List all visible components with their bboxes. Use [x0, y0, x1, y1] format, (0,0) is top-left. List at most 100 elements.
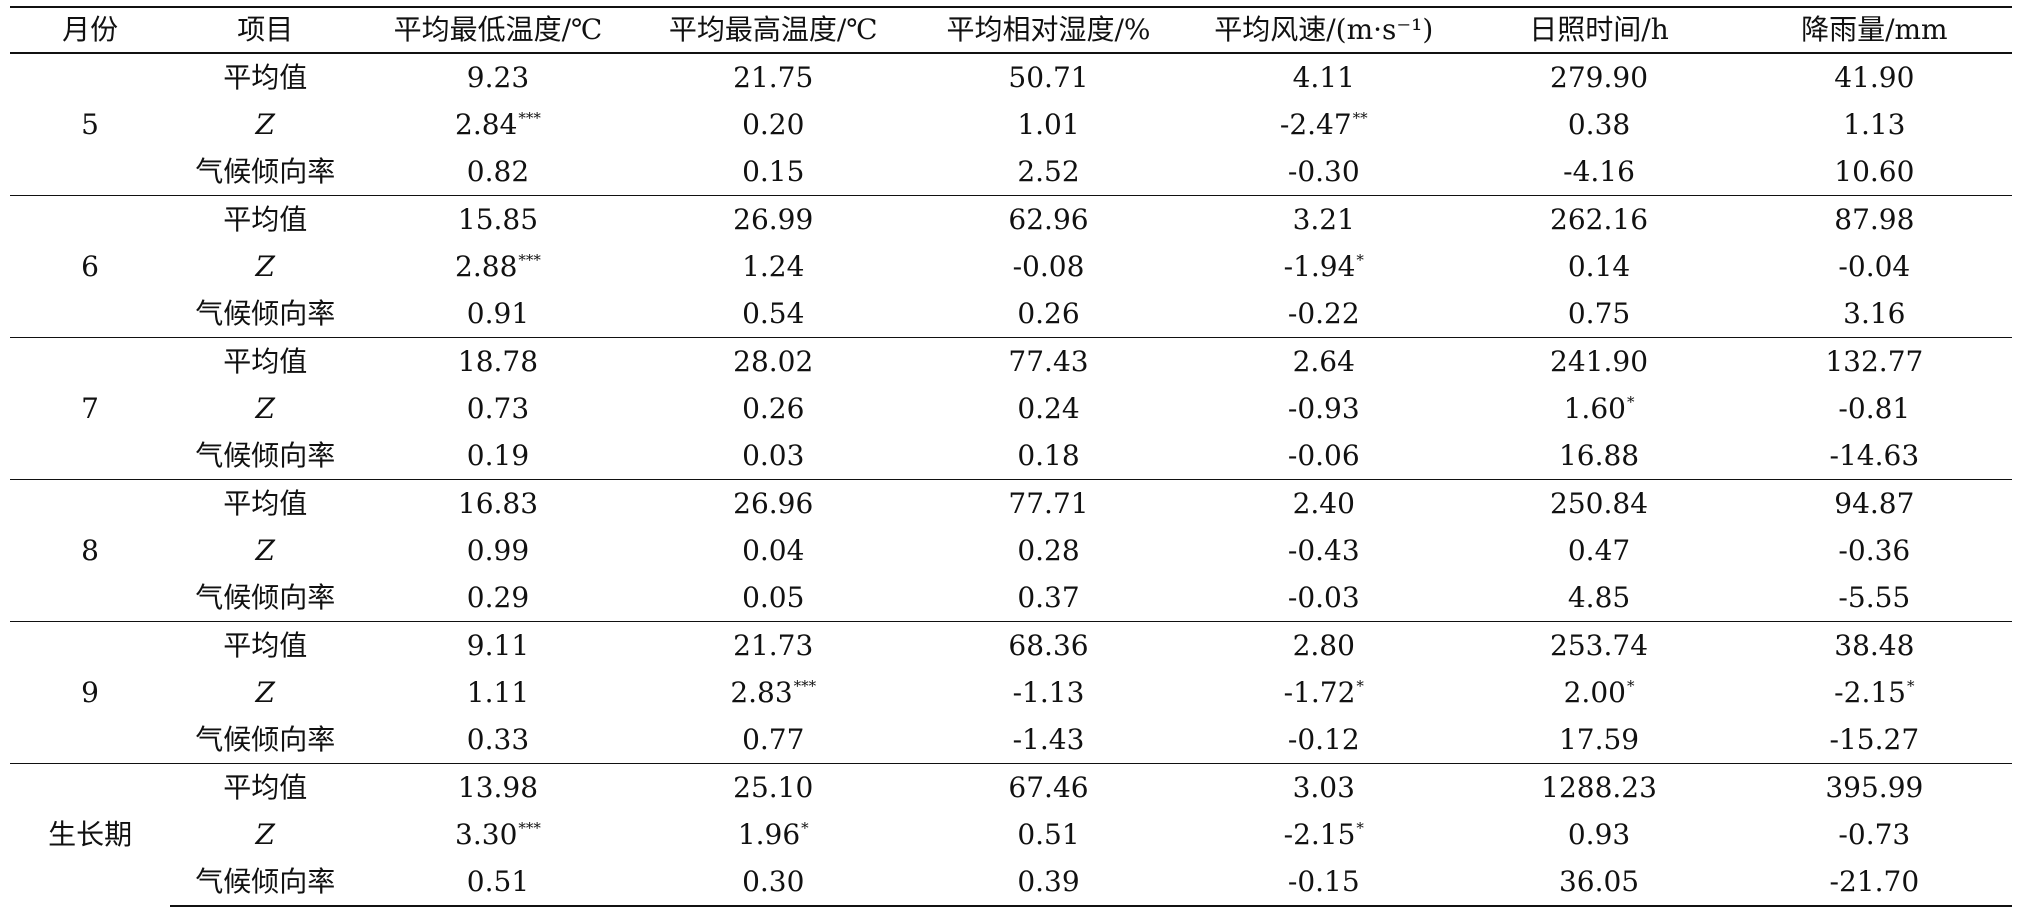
- z-row: Z 0.73 0.26 0.24 -0.93 1.60* -0.81: [10, 385, 2012, 432]
- cell-value: 262.16: [1550, 202, 1649, 236]
- cell-rainfall: -21.70: [1736, 858, 2012, 907]
- cell-value: 9.11: [466, 628, 530, 662]
- cell-sunshine: 262.16: [1461, 195, 1737, 243]
- significance-marker: *: [1356, 819, 1364, 838]
- cell-value: 0.73: [466, 391, 530, 425]
- cell-rainfall: 94.87: [1736, 479, 2012, 527]
- cell-value: 0.24: [1017, 391, 1080, 425]
- cell-rainfall: 3.16: [1737, 290, 2012, 338]
- row-label-mean: 平均值: [170, 763, 361, 811]
- row-label-mean: 平均值: [223, 60, 308, 94]
- mean-row: 8 平均值 16.83 26.96 77.71 2.40 250.84 94.87: [10, 479, 2012, 622]
- cell-humidity: -1.43: [911, 716, 1186, 764]
- cell-max-temp: 0.30: [635, 858, 911, 907]
- cell-min-temp: 0.99: [360, 527, 635, 574]
- row-label-z: Z: [255, 817, 275, 851]
- cell-wind-speed: -0.43: [1186, 527, 1461, 574]
- cell-min-temp: 0.51: [360, 858, 636, 907]
- cell-value: -0.06: [1287, 438, 1360, 472]
- cell-max-temp: 2.83***: [636, 669, 911, 716]
- cell-value: 3.03: [1292, 770, 1355, 804]
- cell-rainfall: -15.27: [1737, 716, 2012, 764]
- row-label-z: Z: [255, 249, 275, 283]
- header-wind-speed: 平均风速/(m·s⁻¹): [1186, 6, 1462, 54]
- row-label-z: Z: [255, 107, 275, 141]
- cell-value: -0.22: [1287, 296, 1360, 330]
- cell-max-temp: 28.02: [635, 337, 911, 385]
- cell-sunshine: 0.75: [1461, 290, 1736, 338]
- cell-wind-speed: 3.03: [1186, 763, 1462, 811]
- cell-value: 0.51: [1017, 817, 1080, 851]
- month-cell: 6: [10, 195, 171, 338]
- cell-humidity: 50.71: [911, 53, 1186, 101]
- cell-sunshine: 253.74: [1461, 621, 1737, 669]
- cell-sunshine: 1288.23: [1461, 763, 1737, 811]
- cell-value: 2.80: [1292, 628, 1355, 662]
- cell-rainfall: -0.73: [1737, 811, 2012, 858]
- cell-wind-speed: -0.12: [1186, 716, 1461, 764]
- cell-value: -0.73: [1838, 817, 1911, 851]
- cell-value: 2.84: [455, 107, 518, 141]
- cell-value: 0.15: [742, 154, 805, 188]
- header-max-temp: 平均最高温度/℃: [635, 6, 911, 54]
- cell-value: -1.94: [1283, 249, 1356, 283]
- cell-humidity: 67.46: [910, 763, 1187, 811]
- cell-min-temp: 0.29: [360, 574, 635, 622]
- month-cell: 7: [10, 337, 171, 480]
- cell-value: -2.15: [1283, 817, 1356, 851]
- cell-sunshine: 0.47: [1461, 527, 1736, 574]
- cell-value: 0.77: [742, 722, 805, 756]
- z-row: Z 3.30*** 1.96* 0.51 -2.15* 0.93 -0.73: [10, 811, 2012, 858]
- cell-wind-speed: -0.22: [1186, 290, 1461, 338]
- mean-row: 6 平均值 15.85 26.99 62.96 3.21 262.16 87.98: [10, 195, 2012, 338]
- mean-row: 9 平均值 9.11 21.73 68.36 2.80 253.74 38.48: [10, 621, 2012, 764]
- cell-max-temp: 1.24: [636, 243, 911, 290]
- cell-value: 21.75: [733, 60, 814, 94]
- cell-wind-speed: 2.80: [1186, 621, 1462, 669]
- cell-rainfall: 38.48: [1736, 621, 2012, 669]
- significance-marker: *: [1906, 677, 1915, 696]
- cell-value: 0.04: [742, 533, 805, 567]
- cell-humidity: 0.39: [910, 858, 1187, 907]
- cell-value: 0.75: [1567, 296, 1631, 330]
- cell-value: -0.03: [1287, 580, 1360, 614]
- cell-max-temp: 0.05: [636, 574, 911, 622]
- cell-max-temp: 0.20: [636, 101, 911, 148]
- mean-row: 生长期 平均值 13.98 25.10 67.46 3.03 1288.23 395.99: [10, 763, 2012, 906]
- cell-wind-speed: -0.93: [1186, 385, 1461, 432]
- significance-marker: *: [1356, 677, 1364, 696]
- cell-value: 279.90: [1550, 60, 1649, 94]
- cell-wind-speed: -2.47**: [1186, 101, 1461, 148]
- cell-wind-speed: -2.15*: [1186, 811, 1461, 858]
- cell-value: -14.63: [1829, 438, 1920, 472]
- cell-value: 9.23: [466, 60, 530, 94]
- trend-row: 气候倾向率 0.82 0.15 2.52 -0.30 -4.16 10.60: [10, 148, 2012, 196]
- cell-value: 1.96: [737, 817, 801, 851]
- cell-humidity: 0.37: [911, 574, 1186, 622]
- cell-value: 50.71: [1008, 60, 1089, 94]
- cell-value: 16.88: [1558, 438, 1640, 472]
- significance-marker: ***: [518, 251, 541, 270]
- cell-max-temp: 0.26: [636, 385, 911, 432]
- cell-rainfall: 10.60: [1737, 148, 2012, 196]
- cell-sunshine: 17.59: [1461, 716, 1736, 764]
- cell-min-temp: 0.33: [360, 716, 635, 764]
- cell-sunshine: 0.14: [1461, 243, 1736, 290]
- cell-min-temp: 1.11: [360, 669, 635, 716]
- cell-humidity: 77.43: [910, 337, 1187, 385]
- cell-value: -1.72: [1283, 675, 1356, 709]
- cell-rainfall: 41.90: [1737, 53, 2012, 101]
- cell-value: 0.26: [1017, 296, 1080, 330]
- cell-value: 17.59: [1558, 722, 1640, 756]
- cell-value: 132.77: [1825, 344, 1924, 378]
- cell-value: 1.60: [1563, 391, 1626, 425]
- cell-value: 1.11: [466, 675, 530, 709]
- cell-value: -0.43: [1287, 533, 1360, 567]
- cell-humidity: 0.51: [911, 811, 1186, 858]
- cell-value: -4.16: [1563, 154, 1635, 188]
- month-cell: 生长期: [10, 763, 171, 906]
- cell-value: 0.37: [1017, 580, 1080, 614]
- cell-value: 0.19: [466, 438, 530, 472]
- cell-value: 1.01: [1017, 107, 1080, 141]
- cell-rainfall: -0.04: [1737, 243, 2012, 290]
